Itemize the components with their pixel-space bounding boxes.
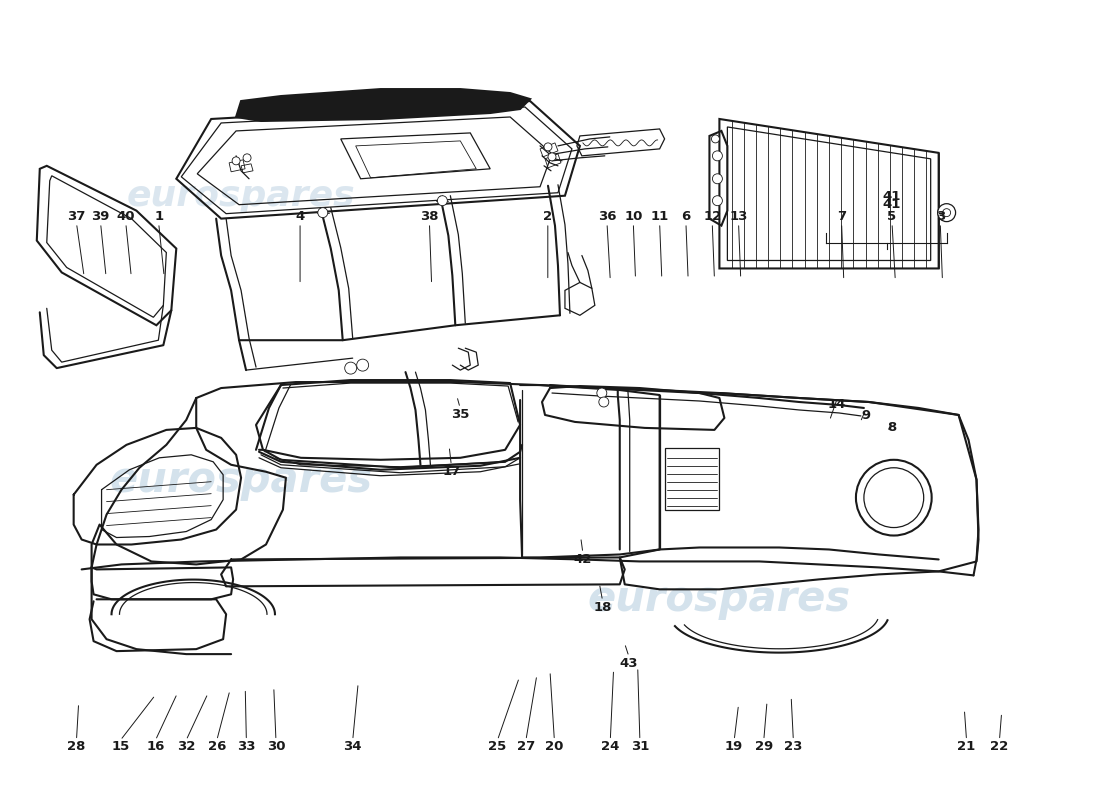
Text: 16: 16 [146,740,165,754]
Circle shape [943,209,950,217]
Text: 19: 19 [725,740,744,754]
Text: 40: 40 [117,210,135,223]
Circle shape [548,153,556,161]
Circle shape [856,460,932,535]
Circle shape [713,174,723,184]
Circle shape [712,135,719,143]
Text: 32: 32 [177,740,196,754]
Text: 26: 26 [208,740,226,754]
Text: 29: 29 [755,740,773,754]
Text: 24: 24 [601,740,619,754]
Text: 41: 41 [883,198,901,211]
Text: 21: 21 [957,740,976,754]
Text: 2: 2 [543,210,552,223]
Text: eurospares: eurospares [110,458,373,501]
Circle shape [937,204,956,222]
Text: 3: 3 [936,210,945,223]
Circle shape [318,208,328,218]
Text: 5: 5 [888,210,896,223]
Circle shape [598,397,608,407]
Text: 1: 1 [154,210,163,223]
Text: 8: 8 [888,422,896,434]
Polygon shape [236,89,530,121]
Text: 10: 10 [624,210,642,223]
Text: 42: 42 [574,553,592,566]
Text: eurospares: eurospares [587,578,851,620]
Text: 31: 31 [630,740,649,754]
Text: 43: 43 [619,657,638,670]
Text: 33: 33 [238,740,255,754]
Circle shape [344,362,356,374]
Circle shape [713,196,723,206]
Circle shape [597,388,607,398]
Text: 22: 22 [990,740,1009,754]
Circle shape [713,151,723,161]
Text: 17: 17 [442,466,461,478]
Circle shape [438,196,448,206]
Circle shape [243,154,251,162]
Text: 37: 37 [67,210,86,223]
Text: 13: 13 [729,210,748,223]
Text: 15: 15 [111,740,130,754]
Text: 35: 35 [451,408,470,421]
Text: 20: 20 [546,740,563,754]
Circle shape [864,468,924,527]
Text: 30: 30 [266,740,285,754]
Text: 25: 25 [488,740,506,754]
Circle shape [232,157,240,165]
Text: 11: 11 [650,210,669,223]
Text: 28: 28 [67,740,86,754]
Circle shape [544,143,552,151]
Text: 18: 18 [593,601,612,614]
Text: 6: 6 [681,210,691,223]
Text: 34: 34 [343,740,362,754]
Text: 23: 23 [784,740,803,754]
Text: 9: 9 [861,410,870,422]
Text: eurospares: eurospares [126,178,355,213]
Text: 27: 27 [517,740,535,754]
Text: 36: 36 [597,210,616,223]
Circle shape [356,359,369,371]
Text: 14: 14 [828,398,846,411]
Text: 41: 41 [883,190,901,203]
Text: 4: 4 [296,210,305,223]
Text: 38: 38 [420,210,439,223]
Text: 12: 12 [703,210,722,223]
Text: 39: 39 [91,210,110,223]
Text: 7: 7 [837,210,846,223]
